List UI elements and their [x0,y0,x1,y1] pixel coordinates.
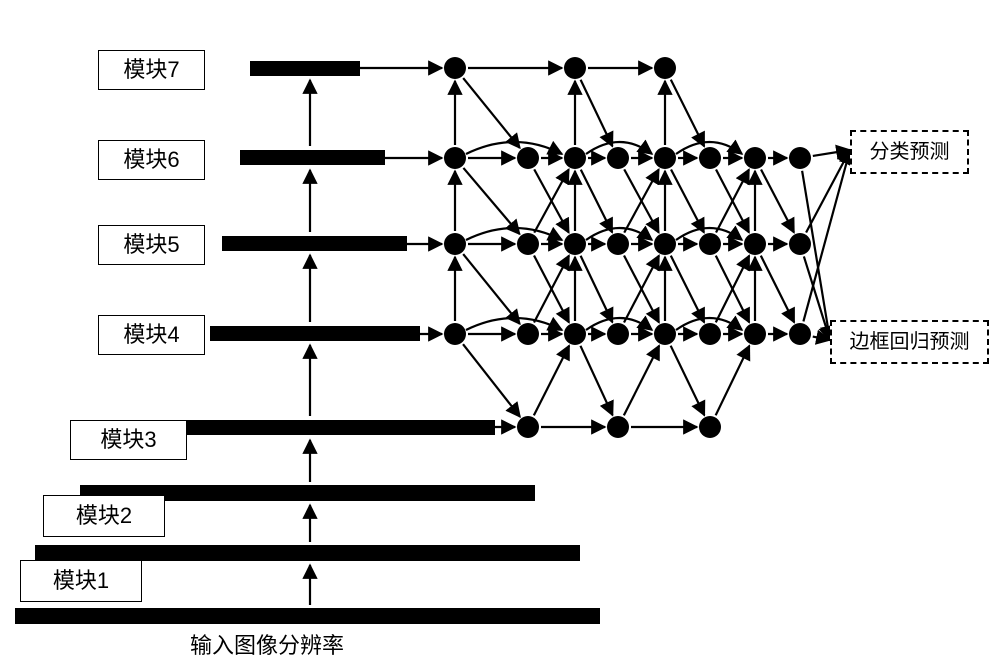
node-n4_3 [607,323,629,345]
edge-71 [806,150,850,233]
node-n4_4b [744,323,766,345]
node-n3_2 [607,416,629,438]
curve-6 [466,318,562,330]
edge-72 [803,150,850,321]
node-n5_2 [517,233,539,255]
edge-43 [580,346,612,415]
edge-45 [671,80,704,147]
node-n4_4 [699,323,721,345]
edge-49 [671,256,704,323]
edge-39 [581,170,612,233]
node-n6_5 [789,147,811,169]
module-7-label-text: 模块7 [123,57,179,82]
input-bar [15,608,600,624]
node-n3_1 [517,416,539,438]
node-n6_2b [564,147,586,169]
node-n3_3 [699,416,721,438]
node-n6_1 [444,147,466,169]
node-n5_5 [789,233,811,255]
edge-34 [463,254,520,324]
module-1-label-text: 模块1 [53,568,109,593]
edge-53 [761,170,794,233]
edge-55 [761,256,794,323]
output-label-0: 分类预测 [870,141,950,163]
module-5-label-text: 模块5 [123,232,179,257]
node-n4_1 [444,323,466,345]
node-n7_3 [654,57,676,79]
edge-70 [813,150,850,156]
node-n4_2b [564,323,586,345]
input-label-text: 输入图像分辨率 [190,633,344,658]
node-n7_1 [444,57,466,79]
node-n4_5 [789,323,811,345]
edge-47 [671,170,704,233]
output-box-0: 分类预测 [850,130,969,174]
diagram-root: 模块1 模块2 模块3 模块4 模块5 模块6 模块7 分类预测边框回归预测输入图像分辨率 [0,0,1000,665]
module-3-label: 模块3 [70,420,187,460]
node-n5_2b [564,233,586,255]
module-6-bar [240,150,385,165]
module-3-label-text: 模块3 [100,427,156,452]
input-label: 输入图像分辨率 [190,628,344,660]
node-n5_1 [444,233,466,255]
module-5-bar [222,236,407,251]
edge-36 [463,344,520,417]
edge-75 [813,337,830,340]
node-n5_4b [744,233,766,255]
edge-37 [581,80,613,147]
node-n6_2 [517,147,539,169]
module-1-label: 模块1 [20,560,142,602]
module-4-label: 模块4 [98,315,205,355]
module-1-bar [35,545,580,561]
module-6-label: 模块6 [98,140,205,180]
module-2-label-text: 模块2 [76,503,132,528]
edge-30 [463,78,520,148]
node-n6_4b [744,147,766,169]
node-n6_3b [654,147,676,169]
node-n6_3 [607,147,629,169]
module-7-label: 模块7 [98,50,205,90]
edge-41 [581,256,613,323]
edge-44 [534,346,569,416]
output-label-1: 边框回归预测 [850,331,970,353]
edge-51 [671,346,705,416]
node-n7_2 [564,57,586,79]
output-box-1: 边框回归预测 [830,320,989,364]
node-n4_3b [654,323,676,345]
module-4-bar [210,326,420,341]
node-n5_4 [699,233,721,255]
edge-32 [463,168,519,234]
node-n5_3 [607,233,629,255]
curve-3 [466,228,562,240]
node-n5_3b [654,233,676,255]
module-6-label-text: 模块6 [123,147,179,172]
curve-0 [466,142,562,154]
edge-52 [624,346,659,416]
module-4-label-text: 模块4 [123,322,179,347]
module-5-label: 模块5 [98,225,205,265]
module-2-label: 模块2 [43,495,165,537]
edge-57 [716,346,750,416]
node-n4_2 [517,323,539,345]
module-7-bar [250,61,360,76]
node-n6_4 [699,147,721,169]
